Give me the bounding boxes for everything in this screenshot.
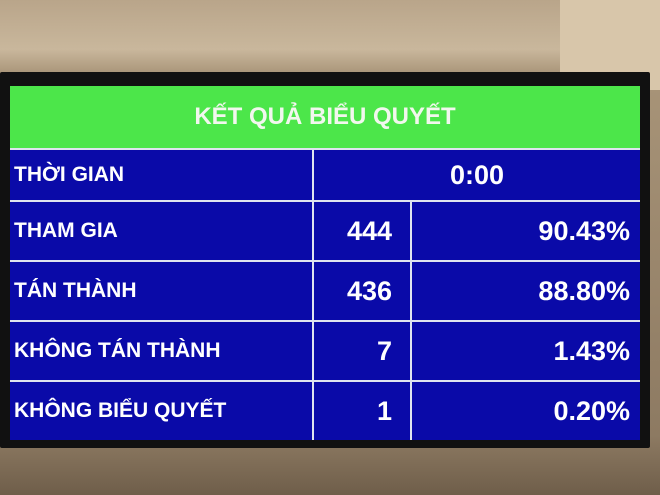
table-row: KHÔNG BIỂU QUYẾT 1 0.20%: [10, 380, 640, 440]
results-title: KẾT QUẢ BIỂU QUYẾT: [10, 86, 640, 148]
vote-results-screen: KẾT QUẢ BIỂU QUYẾT THỜI GIAN 0:00 THAM G…: [10, 86, 640, 440]
row-label: TÁN THÀNH: [14, 279, 137, 302]
row-percent: 1.43%: [410, 322, 640, 380]
row-label: KHÔNG BIỂU QUYẾT: [14, 399, 227, 422]
row-count: 1: [312, 382, 410, 440]
row-count: 436: [312, 262, 410, 320]
table-row: THAM GIA 444 90.43%: [10, 200, 640, 260]
table-row: KHÔNG TÁN THÀNH 7 1.43%: [10, 320, 640, 380]
row-percent: 90.43%: [410, 202, 640, 260]
row-label: THAM GIA: [14, 219, 118, 242]
time-label: THỜI GIAN: [14, 163, 125, 186]
row-count: 7: [312, 322, 410, 380]
time-value: 0:00: [312, 150, 640, 200]
table-row: TÁN THÀNH 436 88.80%: [10, 260, 640, 320]
row-label: KHÔNG TÁN THÀNH: [14, 339, 221, 362]
row-percent: 0.20%: [410, 382, 640, 440]
row-count: 444: [312, 202, 410, 260]
row-percent: 88.80%: [410, 262, 640, 320]
time-row: THỜI GIAN 0:00: [10, 148, 640, 200]
